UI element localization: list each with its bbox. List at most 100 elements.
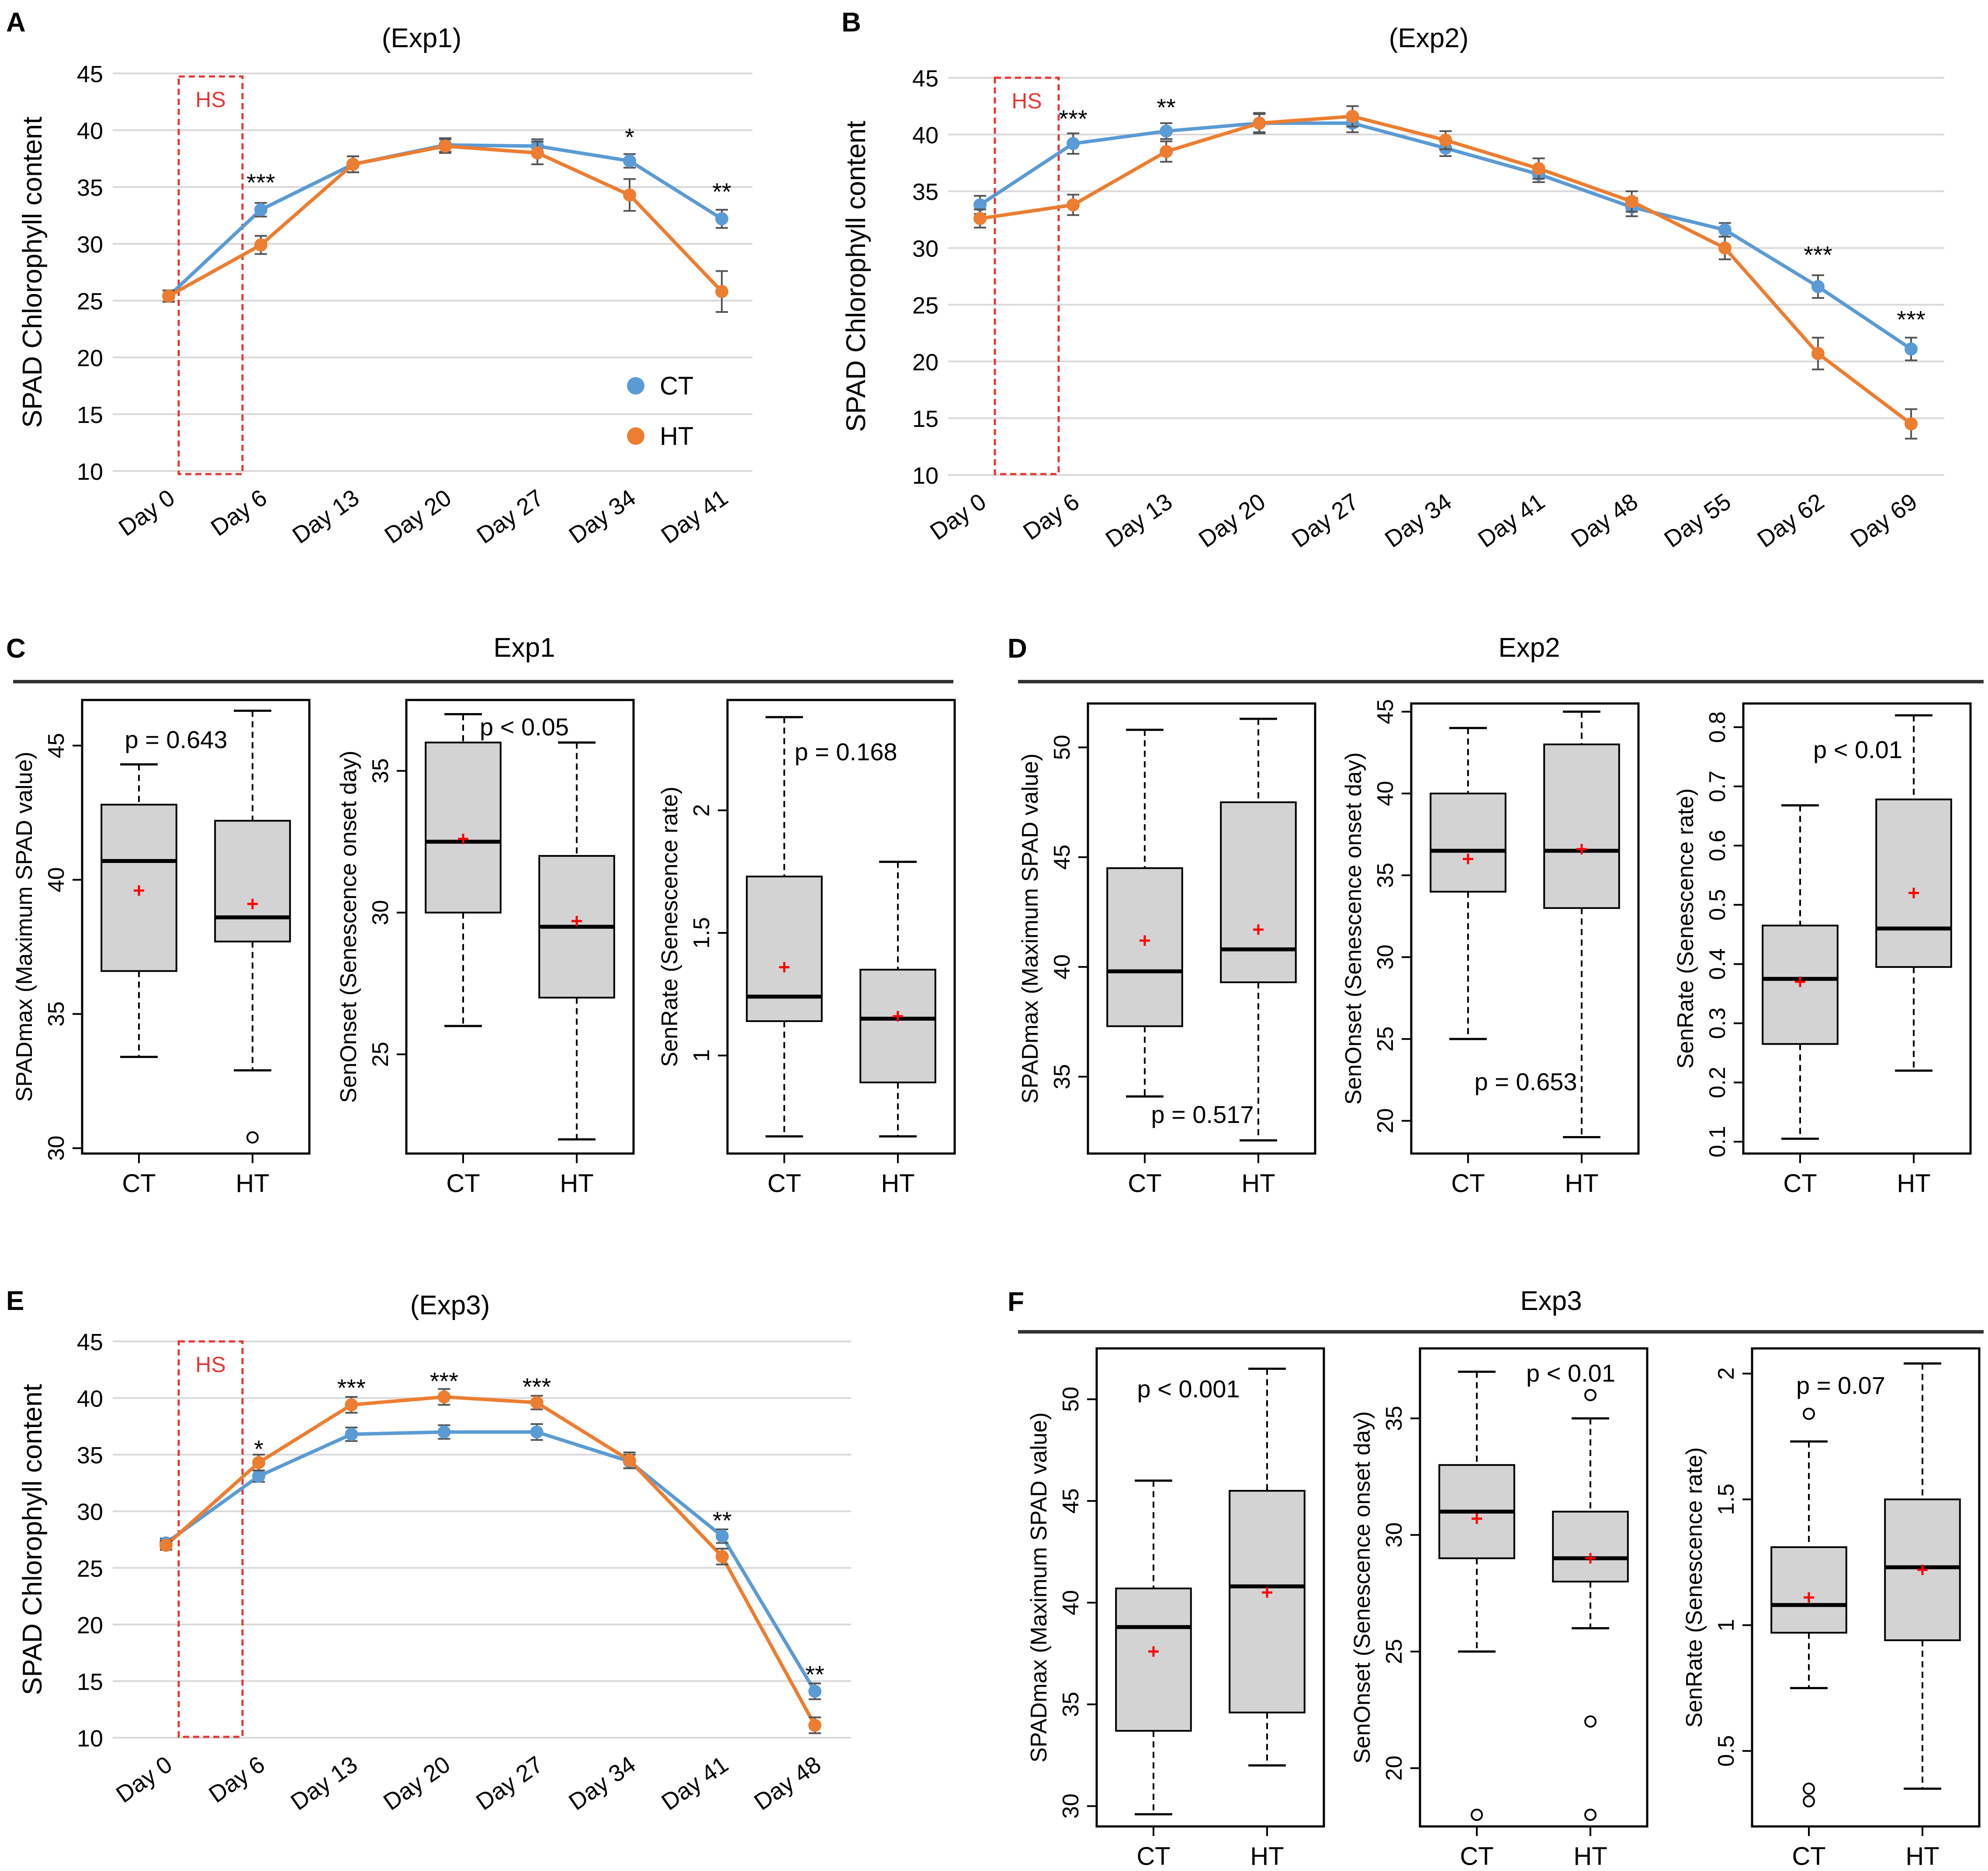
box-panel-c: Exp1 30 35 40 45 SPADmax (Maximum SPAD value)…: [12, 633, 956, 1198]
box-plot: 30 35 40 45 SPADmax (Maximum SPAD value) CT HT…: [12, 699, 311, 1198]
x-tick-label: Day 6: [206, 485, 272, 541]
x-tick-label: HT: [1565, 1169, 1598, 1198]
x-tick-label: Day 0: [114, 485, 180, 541]
y-tick-label: 35: [368, 758, 393, 783]
p-value-label: p < 0.001: [1137, 1375, 1240, 1403]
x-tick-label: CT: [1783, 1169, 1817, 1198]
outlier-point: [1584, 1809, 1597, 1821]
data-point-ct: [1160, 125, 1173, 138]
box-ct: [1106, 867, 1183, 1027]
outlier-point: [1584, 1389, 1597, 1401]
line-chart-a: (Exp1) 10 15 20 25 30 35 40 45 SPAD Chlorophyll c…: [17, 23, 752, 549]
y-tick-label: 45: [1049, 845, 1075, 870]
data-point-ct: [1811, 280, 1825, 293]
data-point-ht: [159, 1538, 173, 1552]
line-chart-b: (Exp2) 10 15 20 25 30 35 40 45 SPAD Chlorophyll c…: [841, 23, 1944, 553]
y-tick-label: 40: [1373, 781, 1398, 806]
x-tick-label: Day 34: [1380, 489, 1457, 553]
y-tick-label: 0.1: [1705, 1126, 1730, 1157]
chart-title: (Exp2): [1389, 23, 1469, 53]
data-point-ct: [623, 154, 636, 168]
box-ht: [1875, 798, 1952, 968]
y-tick-label: 30: [44, 1136, 69, 1161]
heat-stress-box: [177, 1340, 244, 1738]
x-tick-label: Day 20: [380, 485, 456, 549]
y-tick-label: 25: [1373, 1026, 1398, 1052]
x-tick-label: Day 27: [1287, 489, 1364, 553]
data-point-ct: [252, 1469, 266, 1483]
plot-frame: [1095, 1347, 1325, 1828]
x-tick-label: Day 34: [564, 485, 641, 549]
x-tick-label: Day 27: [471, 1751, 548, 1816]
panel-letter-a: A: [6, 7, 26, 38]
significance-label: ***: [430, 1367, 458, 1395]
y-tick-label: 30: [1382, 1522, 1407, 1548]
x-tick-label: CT: [1128, 1169, 1161, 1198]
y-tick-label: 45: [1058, 1488, 1084, 1514]
p-value-label: p = 0.653: [1474, 1068, 1577, 1095]
data-point-ht: [531, 146, 544, 159]
y-axis-label: SenOnset (Senescence onset day): [1350, 1411, 1375, 1764]
heat-stress-label: HS: [195, 87, 225, 112]
y-tick-label: 15: [912, 406, 939, 432]
box-ct: [1115, 1587, 1192, 1732]
y-tick-label: 1: [1714, 1619, 1739, 1632]
panel-letter-b: B: [842, 7, 861, 38]
y-axis-label: SenOnset (Senescence onset day): [1341, 752, 1366, 1105]
data-point-ht: [439, 139, 452, 153]
x-tick-label: Day 41: [656, 485, 733, 549]
data-point-ht: [715, 1550, 729, 1563]
y-tick-label: 0.2: [1705, 1067, 1730, 1098]
x-tick-label: HT: [881, 1169, 914, 1198]
data-point-ht: [1625, 195, 1638, 208]
line-chart-e: (Exp3) 10 15 20 25 30 35 40 45 SPAD Chlorophyll c…: [17, 1290, 851, 1816]
y-axis-label: SPAD Chlorophyll content: [17, 1384, 48, 1695]
data-point-ct: [345, 1428, 358, 1441]
x-tick-label: Day 6: [204, 1751, 270, 1808]
significance-label: **: [712, 178, 731, 205]
panel-title: Exp1: [493, 633, 555, 663]
y-tick-label: 25: [1382, 1639, 1407, 1664]
plot-frame: [81, 699, 311, 1155]
y-tick-label: 35: [44, 1001, 69, 1027]
y-tick-label: 30: [77, 1499, 103, 1525]
x-tick-label: Day 41: [1473, 489, 1550, 553]
significance-label: **: [713, 1507, 732, 1534]
box-plot: 20 25 30 35 SenOnset (Senescence onset day) C…: [1350, 1347, 1649, 1871]
data-point-ht: [1811, 347, 1825, 360]
data-point-ht: [254, 238, 267, 252]
x-tick-label: HT: [1905, 1842, 1939, 1871]
chart-title: (Exp1): [382, 23, 462, 53]
y-axis-label: SPADmax (Maximum SPAD value): [1018, 753, 1043, 1103]
data-point-ht: [1439, 133, 1452, 147]
panel-title: Exp3: [1520, 1286, 1582, 1316]
y-tick-label: 15: [77, 402, 103, 428]
data-point-ht: [1532, 162, 1545, 175]
y-tick-label: 40: [1049, 954, 1075, 980]
data-point-ht: [623, 188, 636, 202]
y-tick-label: 2: [689, 804, 714, 817]
data-point-ht: [1160, 145, 1173, 158]
series-line-ct: [167, 143, 723, 298]
y-tick-label: 25: [912, 292, 939, 319]
panel-letter-f: F: [1008, 1287, 1024, 1317]
y-tick-label: 50: [1049, 735, 1075, 760]
y-tick-label: 30: [368, 900, 393, 925]
significance-label: ***: [1897, 306, 1925, 333]
y-axis-label: SenRate (Senescence rate): [1673, 788, 1698, 1069]
significance-label: *: [254, 1435, 263, 1463]
x-tick-label: Day 48: [749, 1751, 826, 1816]
y-tick-label: 0.6: [1705, 830, 1730, 861]
x-tick-label: CT: [1136, 1842, 1170, 1871]
significance-label: *: [625, 123, 634, 151]
box-plot: 1 1.5 2 SenRate (Senescence rate) CT HT p = 0.…: [657, 699, 956, 1198]
data-point-ht: [808, 1719, 821, 1732]
legend-marker-ht: [627, 427, 644, 445]
data-point-ht: [1718, 241, 1732, 255]
y-tick-label: 0.5: [1705, 889, 1730, 921]
box-ht: [214, 820, 291, 942]
box-ht: [1220, 801, 1297, 984]
significance-label: ***: [523, 1373, 551, 1400]
